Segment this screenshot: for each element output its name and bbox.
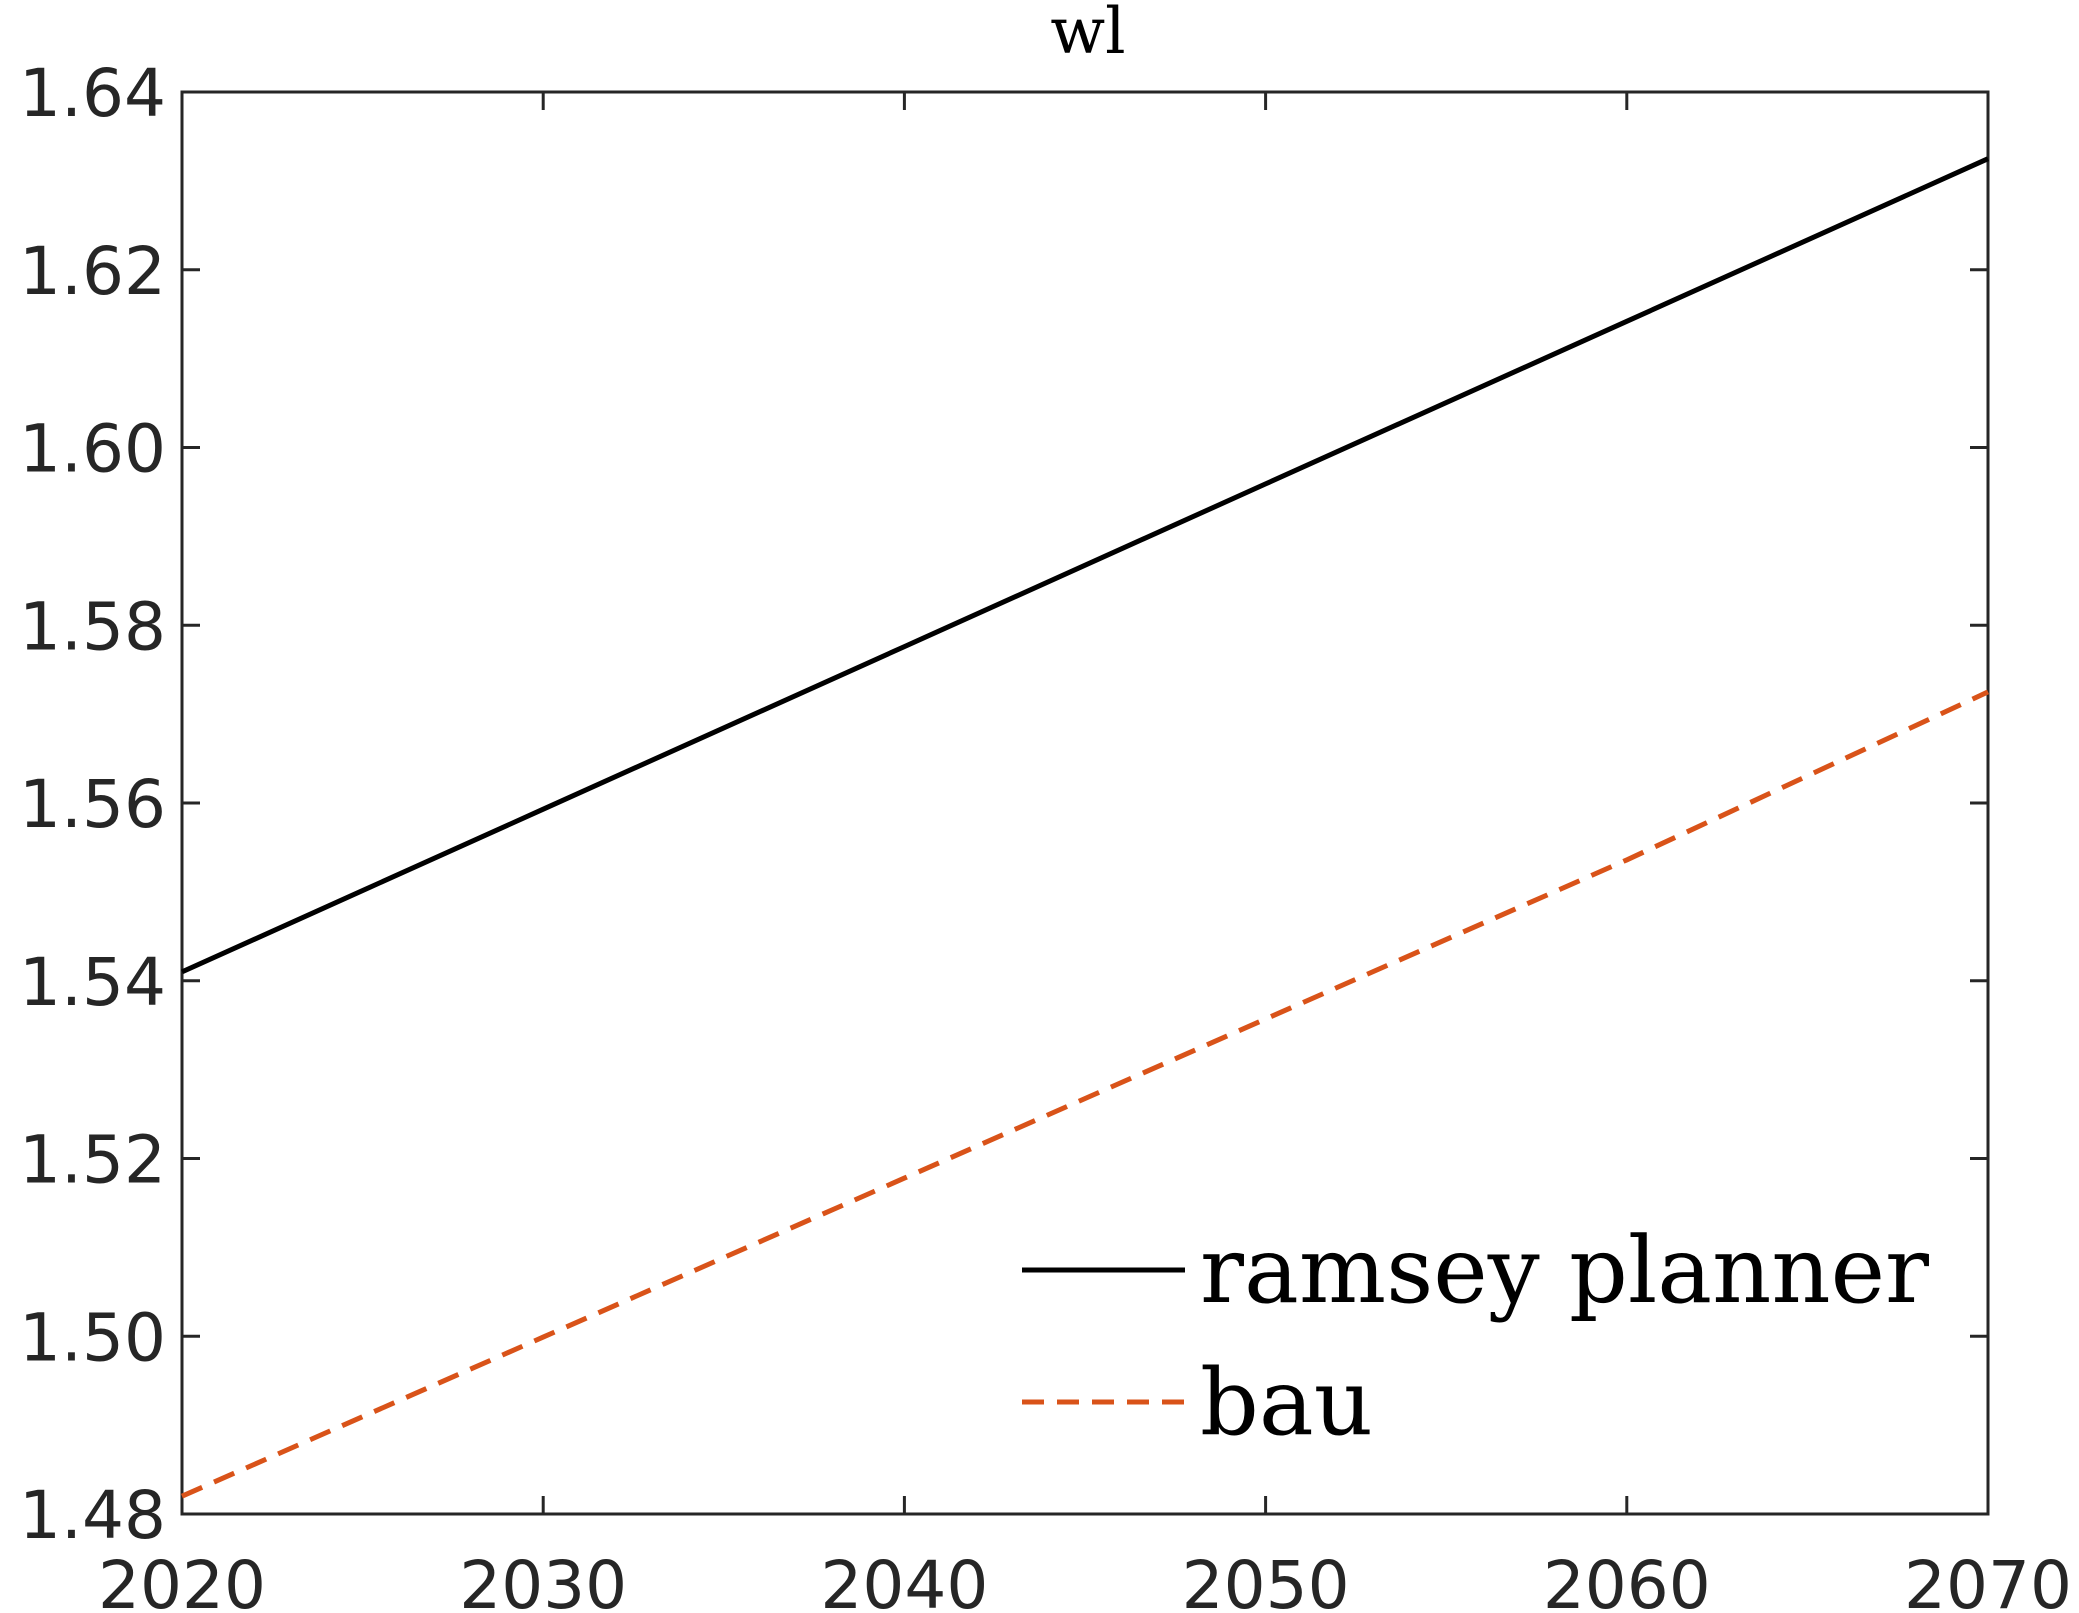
- series-layer: [180, 156, 1990, 1499]
- x-tick-label: 2030: [459, 1547, 627, 1613]
- y-tick-label: 1.48: [19, 1477, 166, 1554]
- series-line-bau: [180, 689, 1990, 1499]
- x-tick-label: 2070: [1904, 1547, 2072, 1613]
- y-tick-label: 1.50: [19, 1299, 166, 1376]
- y-tick-label: 1.60: [19, 411, 166, 488]
- y-tick-label: 1.58: [19, 588, 166, 665]
- y-tick-label: 1.52: [19, 1122, 166, 1199]
- x-tick-label: 2050: [1182, 1547, 1350, 1613]
- legend-label-ramsey-planner: ramsey planner: [1200, 1217, 1929, 1324]
- x-axis-ticks: 2020 2030 2040 2050 2060 2070: [98, 92, 2072, 1613]
- y-tick-label: 1.62: [19, 233, 166, 310]
- legend-label-bau: bau: [1200, 1349, 1373, 1456]
- y-tick-label: 1.54: [19, 944, 166, 1021]
- legend: ramsey planner bau: [1022, 1217, 1929, 1456]
- y-tick-label: 1.56: [19, 766, 166, 843]
- plot-area: [180, 90, 1990, 1516]
- series-line-ramsey-planner: [180, 156, 1990, 975]
- y-tick-label: 1.64: [19, 55, 166, 132]
- x-tick-label: 2020: [98, 1547, 266, 1613]
- y-axis-ticks: 1.48 1.50 1.52 1.54 1.56 1.58 1.60 1.62 1.64: [19, 55, 1988, 1554]
- x-tick-label: 2060: [1543, 1547, 1711, 1613]
- chart-title: wl: [1050, 0, 1125, 69]
- x-tick-label: 2040: [820, 1547, 988, 1613]
